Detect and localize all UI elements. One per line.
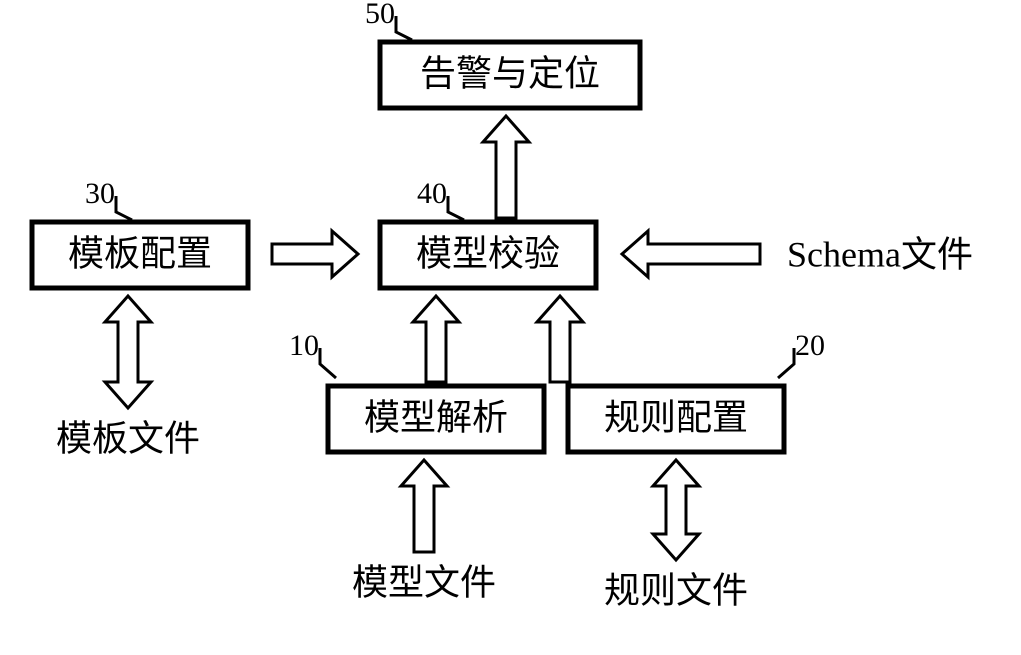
leader-50 [396, 16, 412, 40]
leader-40 [448, 196, 464, 220]
arrow-a-40-50 [483, 116, 529, 218]
free-label-model: 模型文件 [352, 562, 496, 602]
leader-20 [778, 348, 794, 378]
arrow-a-30-40 [272, 231, 358, 277]
node-number-40: 40 [417, 177, 447, 210]
leader-30 [116, 196, 132, 220]
leader-10 [320, 348, 336, 378]
node-number-20: 20 [795, 329, 825, 362]
arrow-a-sch-40 [622, 231, 760, 277]
node-label-20: 规则配置 [604, 397, 748, 437]
free-label-schema: Schema文件 [787, 234, 973, 274]
node-label-40: 模型校验 [416, 233, 560, 273]
node-number-30: 30 [85, 177, 115, 210]
node-number-50: 50 [365, 0, 395, 30]
free-label-rule: 规则文件 [604, 570, 748, 610]
diagram-canvas: 告警与定位 50 模型校验 40 模板配置 30 模型解析 10 规则配置 20 Schema文件模… [0, 0, 1021, 655]
arrow-a-20-40 [537, 296, 583, 382]
arrow-a-20-rul [653, 460, 699, 560]
node-label-30: 模板配置 [68, 233, 212, 273]
node-label-10: 模型解析 [364, 397, 508, 437]
arrow-a-30-tpl [105, 296, 151, 408]
arrow-a-10-40 [413, 296, 459, 382]
node-label-50: 告警与定位 [420, 53, 600, 93]
arrow-a-mdl-10 [401, 460, 447, 552]
node-number-10: 10 [289, 329, 319, 362]
free-label-template: 模板文件 [56, 418, 200, 458]
